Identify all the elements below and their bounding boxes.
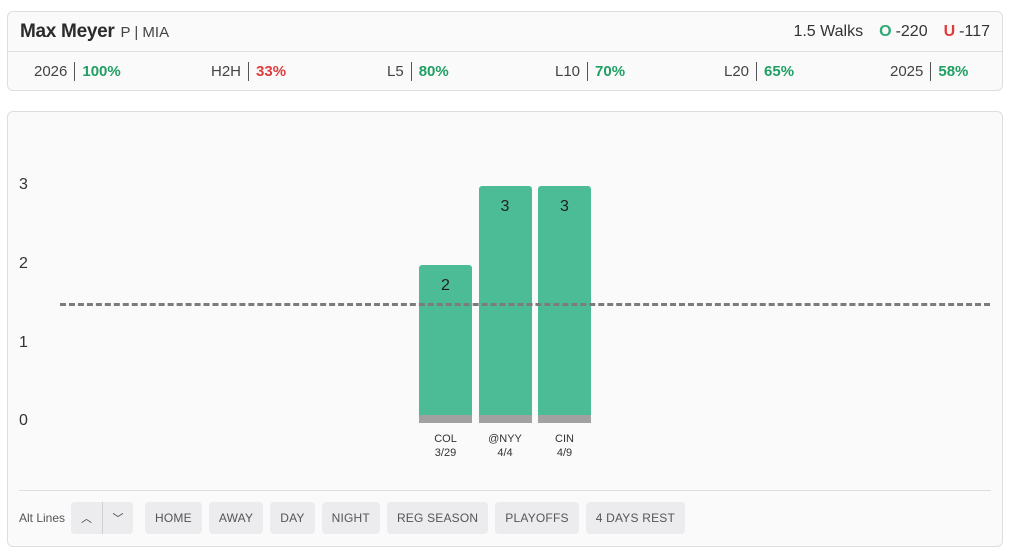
stat-2026[interactable]: 2026 100% bbox=[34, 52, 121, 91]
filter-divider bbox=[19, 490, 991, 491]
stat-label: L20 bbox=[724, 63, 750, 80]
stat-l20[interactable]: L20 65% bbox=[724, 52, 794, 91]
opponent-label: COL bbox=[434, 433, 457, 445]
stat-2025[interactable]: 2025 58% bbox=[890, 52, 968, 91]
stat-divider bbox=[410, 62, 412, 81]
bar-base bbox=[478, 415, 532, 423]
over-label: O bbox=[879, 22, 892, 40]
opponent-label: @NYY bbox=[488, 433, 522, 445]
stat-label: 2025 bbox=[890, 63, 924, 80]
player-position-team: P | MIA bbox=[120, 23, 170, 41]
prop-header: Max Meyer P | MIA 1.5 Walks O -220 U -11… bbox=[8, 12, 1002, 52]
x-axis-label: @NYY 4/4 bbox=[475, 432, 535, 460]
stat-divider bbox=[248, 62, 250, 81]
prop-line-threshold bbox=[60, 302, 990, 306]
prop-header-card: Max Meyer P | MIA 1.5 Walks O -220 U -11… bbox=[7, 11, 1003, 91]
stat-h2h[interactable]: H2H 33% bbox=[211, 52, 286, 91]
alt-lines-label: Alt Lines bbox=[19, 511, 66, 525]
under-label: U bbox=[943, 22, 956, 40]
filter-away-button[interactable]: AWAY bbox=[208, 502, 264, 534]
stat-value: 65% bbox=[764, 63, 795, 80]
chevron-up-icon: ︿ bbox=[81, 513, 93, 525]
stat-divider bbox=[74, 62, 76, 81]
bar-game-1[interactable]: 2 bbox=[419, 265, 472, 423]
stat-value: 58% bbox=[938, 63, 969, 80]
y-tick-label: 0 bbox=[19, 412, 28, 429]
game-date-label: 4/4 bbox=[497, 447, 513, 459]
bar-value-label: 3 bbox=[500, 198, 510, 215]
game-log-chart-card: 0 1 2 3 2 COL 3/29 3 @NYY 4/4 3 CIN 4/9 Alt Lines ︿ … bbox=[7, 111, 1003, 547]
player-info: Max Meyer P | MIA bbox=[20, 21, 169, 43]
prop-line-label: 1.5 Walks bbox=[793, 22, 864, 40]
stat-divider bbox=[930, 62, 932, 81]
filter-rest-days-button[interactable]: 4 DAYS REST bbox=[585, 502, 686, 534]
stat-l5[interactable]: L5 80% bbox=[387, 52, 449, 91]
stat-value: 70% bbox=[595, 63, 626, 80]
hit-rate-stats: 2026 100% H2H 33% L5 80% L10 70% L20 65% 2025… bbox=[8, 52, 1002, 91]
bar-base bbox=[538, 415, 591, 423]
game-date-label: 3/29 bbox=[434, 447, 457, 459]
over-odds[interactable]: -220 bbox=[895, 22, 928, 40]
stat-value: 100% bbox=[82, 63, 121, 80]
stat-label: L10 bbox=[555, 63, 581, 80]
prop-odds: 1.5 Walks O -220 U -117 bbox=[793, 23, 990, 41]
bar-value-label: 3 bbox=[560, 198, 569, 215]
filter-night-button[interactable]: NIGHT bbox=[321, 502, 380, 534]
under-odds[interactable]: -117 bbox=[959, 22, 990, 40]
alt-lines-stepper: ︿ ﹀ bbox=[71, 502, 134, 534]
stat-value: 80% bbox=[418, 63, 449, 80]
alt-line-down-button[interactable]: ﹀ bbox=[102, 502, 134, 534]
filter-day-button[interactable]: DAY bbox=[270, 502, 315, 534]
stat-label: L5 bbox=[387, 63, 404, 80]
game-date-label: 4/9 bbox=[556, 447, 573, 459]
stat-label: H2H bbox=[211, 63, 242, 80]
stat-l10[interactable]: L10 70% bbox=[555, 52, 625, 91]
filter-home-button[interactable]: HOME bbox=[145, 502, 202, 534]
x-axis-label: CIN 4/9 bbox=[535, 432, 595, 460]
stat-divider bbox=[587, 62, 589, 81]
player-name: Max Meyer bbox=[20, 20, 115, 42]
stat-label: 2026 bbox=[34, 63, 68, 80]
bar-base bbox=[419, 415, 472, 423]
filter-playoffs-button[interactable]: PLAYOFFS bbox=[495, 502, 579, 534]
y-tick-label: 2 bbox=[19, 255, 28, 272]
y-tick-label: 1 bbox=[19, 334, 28, 351]
x-axis-label: COL 3/29 bbox=[416, 432, 476, 460]
stat-value: 33% bbox=[256, 63, 287, 80]
filter-bar: Alt Lines ︿ ﹀ HOME AWAY DAY NIGHT REG SE… bbox=[19, 502, 692, 534]
y-tick-label: 3 bbox=[19, 176, 28, 193]
bar-value-label: 2 bbox=[441, 277, 450, 294]
alt-line-up-button[interactable]: ︿ bbox=[71, 502, 103, 534]
chevron-down-icon: ﹀ bbox=[112, 513, 124, 525]
opponent-label: CIN bbox=[555, 433, 574, 445]
filter-reg-season-button[interactable]: REG SEASON bbox=[386, 502, 489, 534]
stat-divider bbox=[756, 62, 758, 81]
